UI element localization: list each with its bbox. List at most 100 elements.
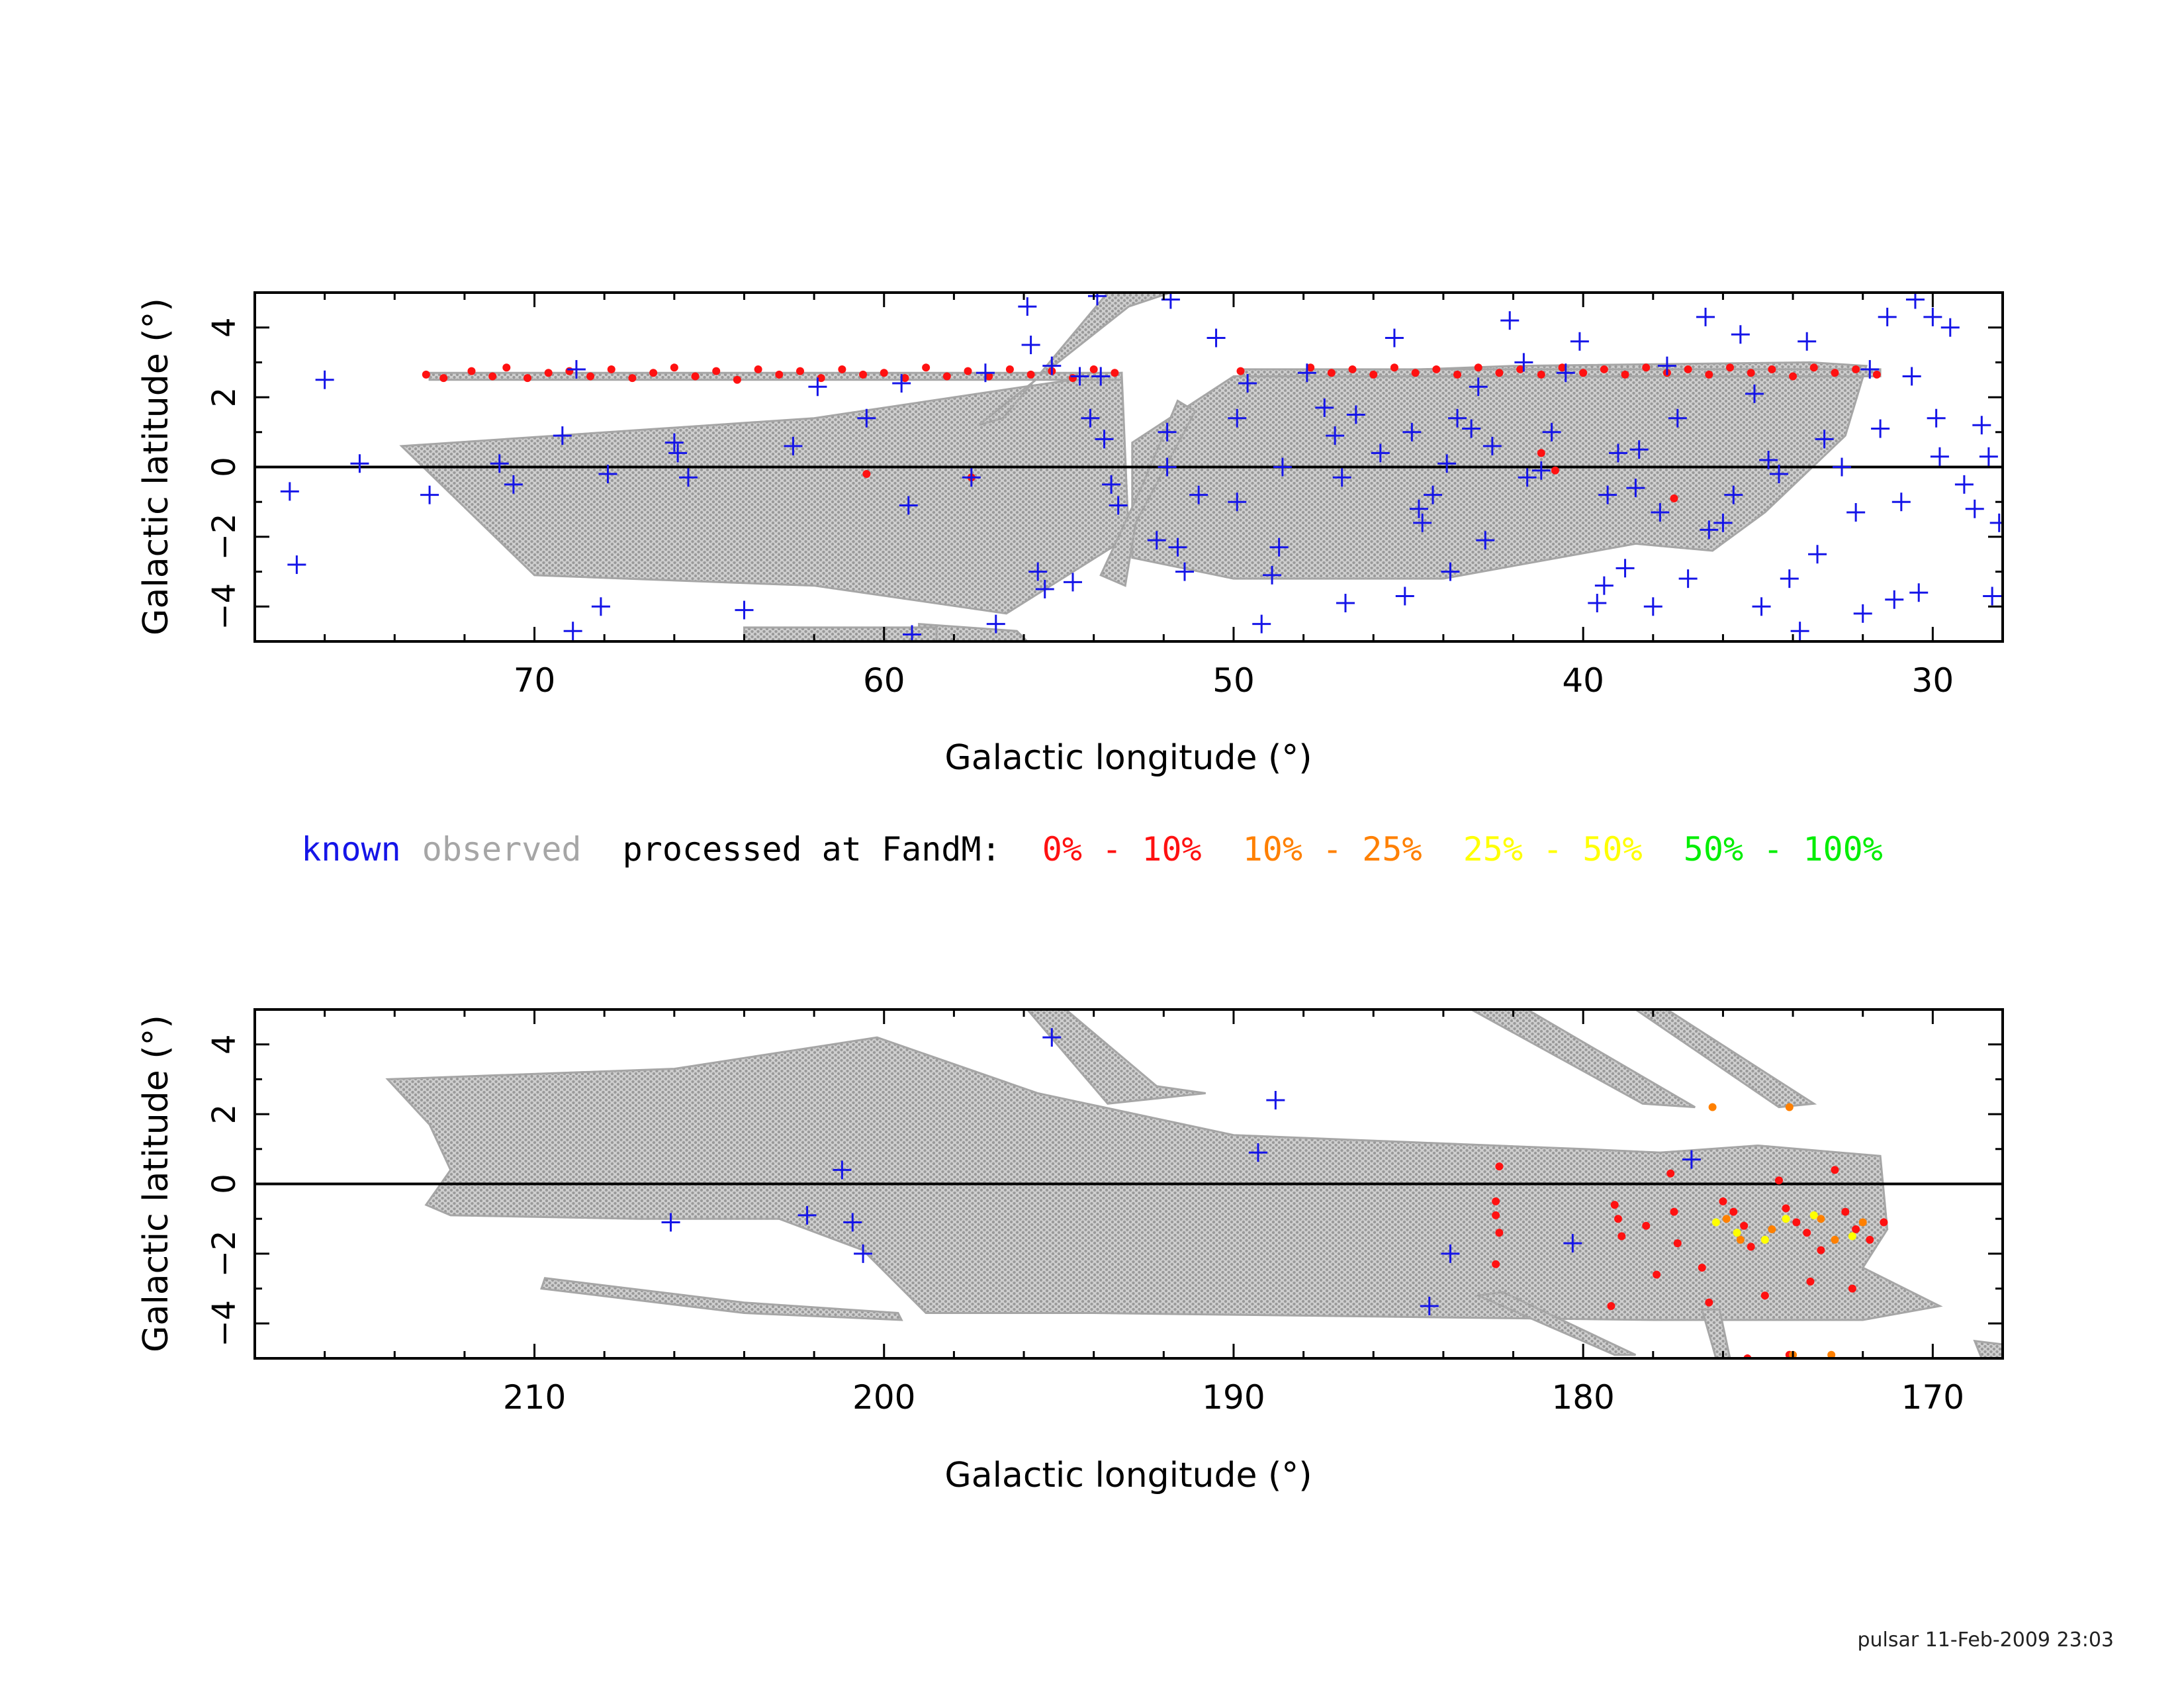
processed-beam-marker: [1852, 365, 1860, 373]
known-pulsar-marker: [280, 482, 299, 501]
plot-panel-bottom: 210 200 190 180 170 4 2 0 −2 −4 Galactic longitu…: [136, 1008, 2004, 1495]
processed-beam-marker: [1684, 365, 1692, 373]
processed-beam-marker: [1708, 1103, 1717, 1111]
processed-beam-marker: [754, 365, 762, 373]
processed-beam-marker: [1666, 1169, 1675, 1178]
processed-beam-marker: [670, 363, 678, 372]
known-pulsar-marker: [1626, 479, 1645, 498]
known-pulsar-marker: [1081, 408, 1100, 428]
processed-beam-marker: [586, 372, 595, 381]
processed-beam-marker: [1705, 370, 1713, 379]
processed-beam-marker: [1600, 365, 1608, 373]
processed-beam-marker: [1768, 365, 1776, 373]
observed-beam-layer-bottom: [385, 1009, 2003, 1358]
known-pulsar-marker: [857, 408, 876, 428]
x-axis-label-top: Galactic longitude (°): [944, 738, 1312, 778]
processed-beam-marker: [1831, 1166, 1839, 1174]
known-pulsar-marker: [1263, 565, 1282, 585]
known-pulsar-marker: [1462, 419, 1481, 438]
known-pulsar-marker: [1745, 384, 1764, 403]
processed-beam-marker: [1617, 1232, 1626, 1241]
processed-beam-marker: [1642, 363, 1651, 372]
processed-beam-marker: [1872, 370, 1881, 379]
processed-beam-marker: [1495, 1229, 1504, 1237]
processed-beam-marker: [1673, 1239, 1682, 1248]
processed-beam-marker: [523, 374, 531, 383]
processed-beam-marker: [1495, 369, 1504, 377]
known-pulsar-marker: [1682, 1150, 1701, 1169]
processed-beam-marker: [607, 365, 615, 373]
processed-beam-marker: [1760, 1235, 1769, 1244]
known-pulsar-marker: [1035, 579, 1054, 598]
processed-beam-marker: [1653, 1270, 1661, 1279]
processed-beam-marker: [1236, 367, 1245, 375]
processed-beam-marker: [1817, 1215, 1825, 1223]
observed-field: [1973, 1339, 2003, 1358]
known-pulsar-marker: [1871, 419, 1890, 438]
processed-beam-marker: [1768, 1225, 1776, 1234]
processed-markers-bottom: [1492, 1103, 1888, 1358]
processed-beam-marker: [1495, 1162, 1504, 1171]
known-pulsar-marker: [1797, 332, 1817, 351]
known-pulsar-marker: [490, 454, 509, 473]
known-pulsar-marker: [1028, 562, 1048, 581]
known-pulsar-marker: [1091, 367, 1111, 386]
observed-field: [540, 1277, 903, 1321]
known-pulsar-marker: [553, 426, 572, 445]
processed-beam-marker: [838, 365, 846, 373]
known-pulsar-marker: [1678, 569, 1698, 588]
y-tick-label: 2: [206, 387, 243, 408]
processed-beam-marker: [1492, 1211, 1500, 1219]
x-tick-label: 190: [1202, 1378, 1265, 1417]
processed-beam-marker: [1390, 363, 1398, 372]
known-pulsar-marker: [1570, 332, 1589, 351]
known-pulsar-marker: [1853, 604, 1872, 623]
known-pulsar-marker: [1965, 499, 1984, 518]
known-pulsar-marker: [1021, 336, 1040, 355]
legend-observed: observed: [422, 830, 582, 868]
x-tick-label: 200: [852, 1378, 915, 1417]
processed-beam-marker: [1733, 1229, 1741, 1237]
known-pulsar-marker: [1643, 597, 1662, 616]
processed-beam-marker: [1740, 1221, 1749, 1230]
y-axis-ticks-top: 4 2 0 −2 −4: [206, 291, 2003, 643]
known-pulsar-marker: [976, 363, 995, 383]
observed-field: [1099, 399, 1197, 587]
known-pulsar-marker: [1731, 325, 1750, 344]
known-pulsar-marker: [1752, 597, 1771, 616]
known-pulsar-marker: [1395, 586, 1414, 606]
known-pulsar-marker: [833, 1160, 852, 1180]
known-pulsar-marker: [1402, 422, 1422, 442]
observed-field: [385, 1036, 1943, 1321]
known-pulsar-marker: [1269, 538, 1289, 557]
processed-beam-marker: [1782, 1204, 1790, 1213]
known-pulsar-marker: [1371, 444, 1390, 463]
processed-beam-marker: [859, 370, 868, 379]
known-pulsar-marker: [1598, 485, 1617, 504]
processed-beam-marker: [1607, 1301, 1615, 1310]
legend-bin-50-100: 50% - 100%: [1683, 830, 1883, 868]
known-pulsar-marker: [986, 614, 1005, 633]
processed-beam-marker: [1621, 370, 1629, 379]
processed-beam-marker: [1670, 1207, 1678, 1216]
processed-beam-marker: [1880, 1218, 1888, 1227]
processed-beam-marker: [1348, 365, 1357, 373]
observed-field: [399, 371, 1130, 615]
y-tick-label: 0: [206, 1174, 243, 1194]
known-pulsar-marker: [1927, 408, 1946, 428]
known-pulsar-marker: [1724, 485, 1743, 504]
processed-beam-marker: [880, 369, 888, 377]
processed-beam-marker: [1516, 365, 1525, 373]
known-pulsar-marker: [1629, 440, 1649, 459]
processed-beam-marker: [628, 374, 637, 383]
known-pulsar-marker: [1588, 594, 1607, 613]
processed-beam-marker: [796, 367, 804, 375]
known-pulsar-marker: [1228, 492, 1247, 512]
known-pulsar-marker: [1930, 447, 1949, 466]
x-tick-label: 180: [1551, 1378, 1614, 1417]
processed-beam-marker: [439, 374, 448, 383]
known-pulsar-marker: [668, 444, 688, 463]
processed-beam-marker: [502, 363, 511, 372]
x-tick-label: 40: [1562, 661, 1604, 700]
processed-beam-marker: [1111, 369, 1119, 377]
